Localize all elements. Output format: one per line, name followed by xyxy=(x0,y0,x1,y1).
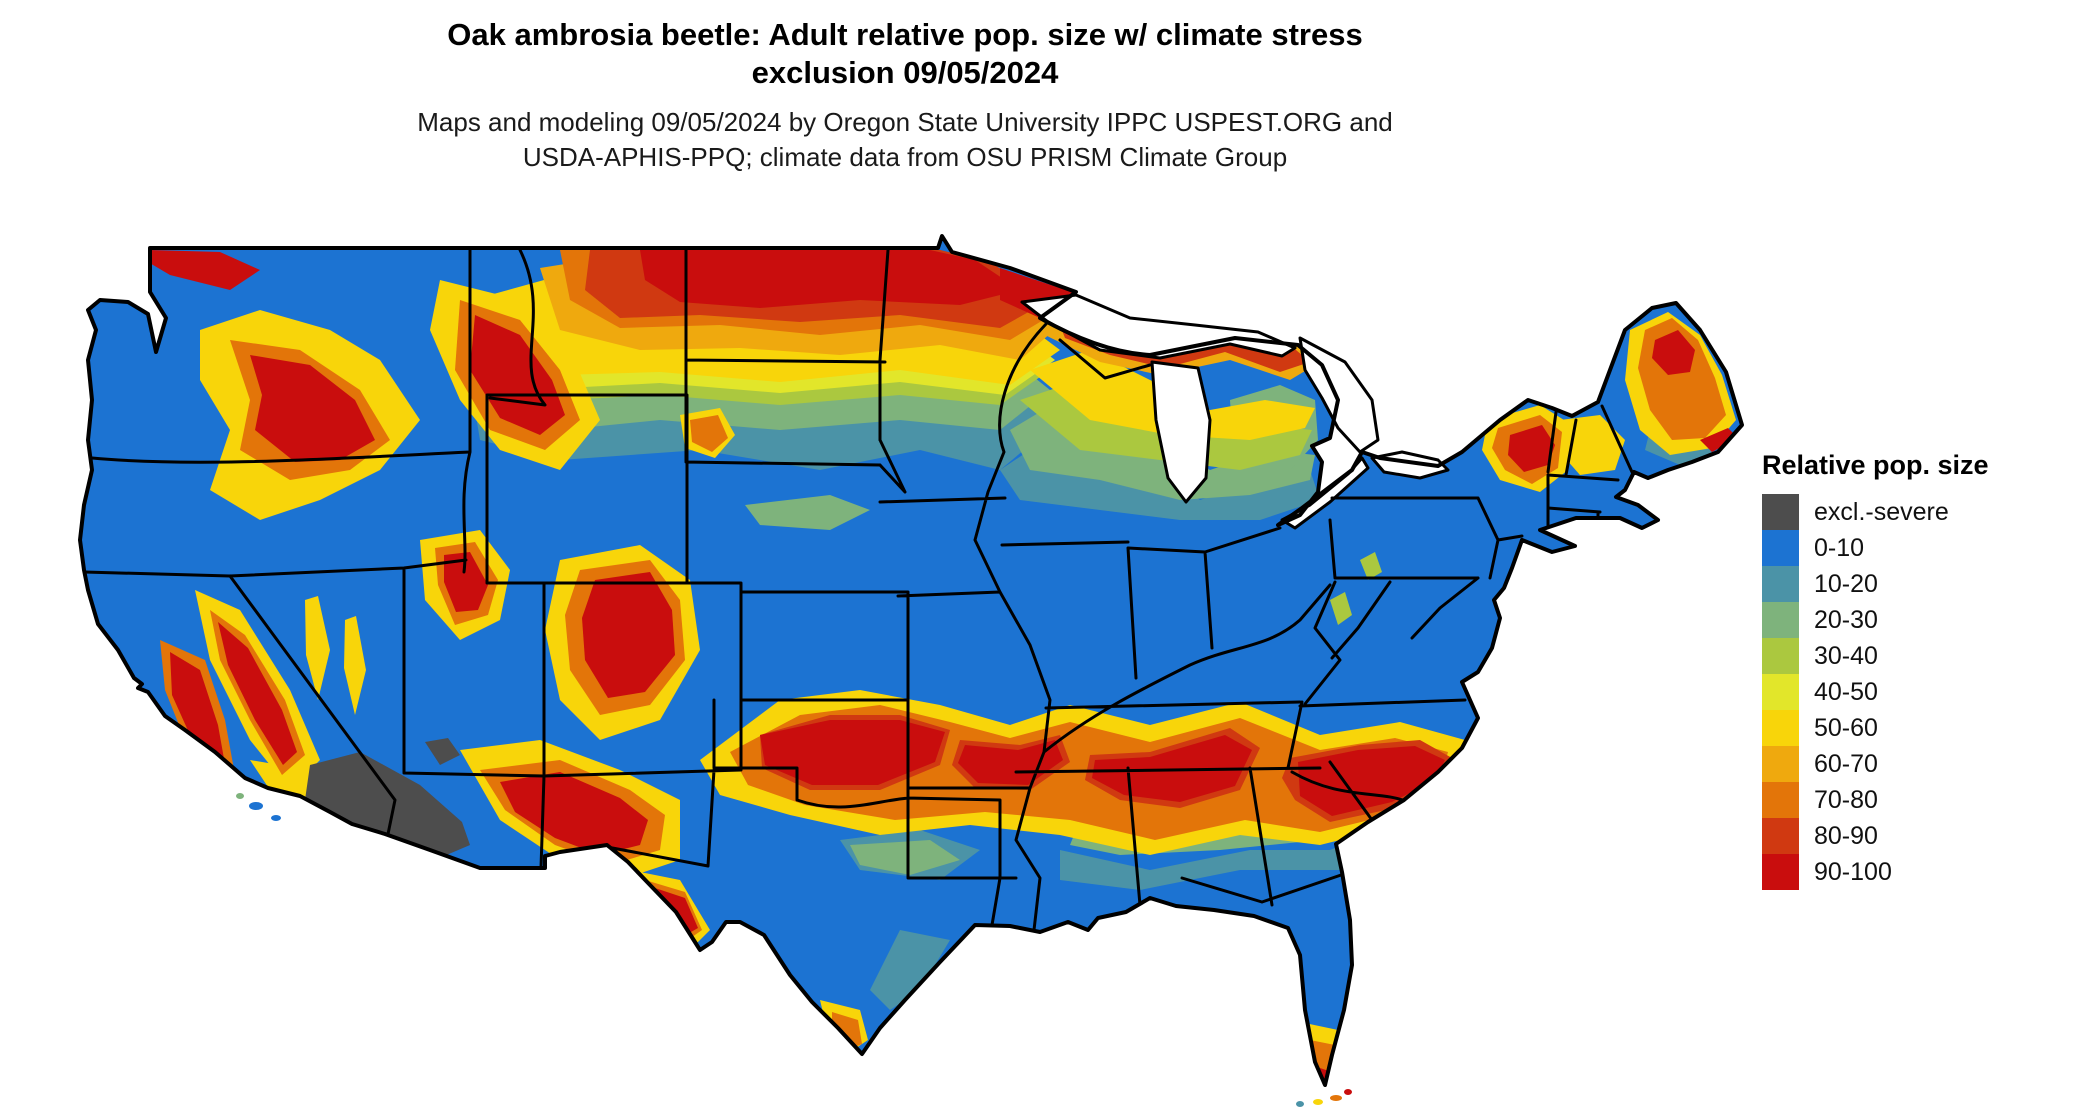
legend-label: 30-40 xyxy=(1814,641,1878,670)
legend-swatch-80-90 xyxy=(1762,818,1799,854)
state-borders xyxy=(82,248,1634,967)
legend-row: 40-50 xyxy=(1762,674,2092,710)
legend-swatch-30-40 xyxy=(1762,638,1799,674)
population-raster-layer xyxy=(148,250,1738,1084)
lake-michigan xyxy=(1150,360,1212,504)
header: Oak ambrosia beetle: Adult relative pop.… xyxy=(55,16,1755,174)
legend-label: 0-10 xyxy=(1814,533,1865,562)
map-title-line-1: Oak ambrosia beetle: Adult relative pop.… xyxy=(447,17,1363,52)
us-outline xyxy=(78,234,1744,1087)
land-base xyxy=(80,236,1742,1085)
band-90-100 xyxy=(148,250,1738,1084)
map-subtitle-line-1: Maps and modeling 09/05/2024 by Oregon S… xyxy=(417,106,1393,137)
legend-row: 20-30 xyxy=(1762,602,2092,638)
legend-row: excl.-severe xyxy=(1762,494,2092,530)
legend-swatch-0-10 xyxy=(1762,530,1799,566)
legend-swatch-60-70 xyxy=(1762,746,1799,782)
legend-row: 0-10 xyxy=(1762,530,2092,566)
legend-swatch-10-20 xyxy=(1762,566,1799,602)
legend-label: 20-30 xyxy=(1814,605,1878,634)
legend-row: 90-100 xyxy=(1762,854,2092,890)
legend-row: 80-90 xyxy=(1762,818,2092,854)
legend-swatch-40-50 xyxy=(1762,674,1799,710)
legend: Relative pop. size excl.-severe 0-10 10-… xyxy=(1762,450,2092,890)
legend-swatch-50-60 xyxy=(1762,710,1799,746)
legend-label: 40-50 xyxy=(1814,677,1878,706)
legend-label: 80-90 xyxy=(1814,821,1878,850)
legend-swatch-70-80 xyxy=(1762,782,1799,818)
legend-swatch-90-100 xyxy=(1762,854,1799,890)
legend-label: 90-100 xyxy=(1814,857,1892,886)
legend-label: excl.-severe xyxy=(1814,497,1949,526)
map-subtitle-line-2: USDA-APHIS-PPQ; climate data from OSU PR… xyxy=(522,141,1288,172)
legend-label: 60-70 xyxy=(1814,749,1878,778)
legend-swatch-20-30 xyxy=(1762,602,1799,638)
legend-row: 50-60 xyxy=(1762,710,2092,746)
legend-row: 10-20 xyxy=(1762,566,2092,602)
map-title-line-2: exclusion 09/05/2024 xyxy=(751,54,1059,90)
legend-row: 70-80 xyxy=(1762,782,2092,818)
legend-row: 30-40 xyxy=(1762,638,2092,674)
legend-swatch-excl-severe xyxy=(1762,494,1799,530)
legend-label: 70-80 xyxy=(1814,785,1878,814)
legend-row: 60-70 xyxy=(1762,746,2092,782)
legend-label: 10-20 xyxy=(1814,569,1878,598)
legend-title: Relative pop. size xyxy=(1762,450,1989,480)
map-subtitle: Maps and modeling 09/05/2024 by Oregon S… xyxy=(55,106,1755,175)
offshore-islands xyxy=(236,793,1352,1107)
legend-label: 50-60 xyxy=(1814,713,1878,742)
